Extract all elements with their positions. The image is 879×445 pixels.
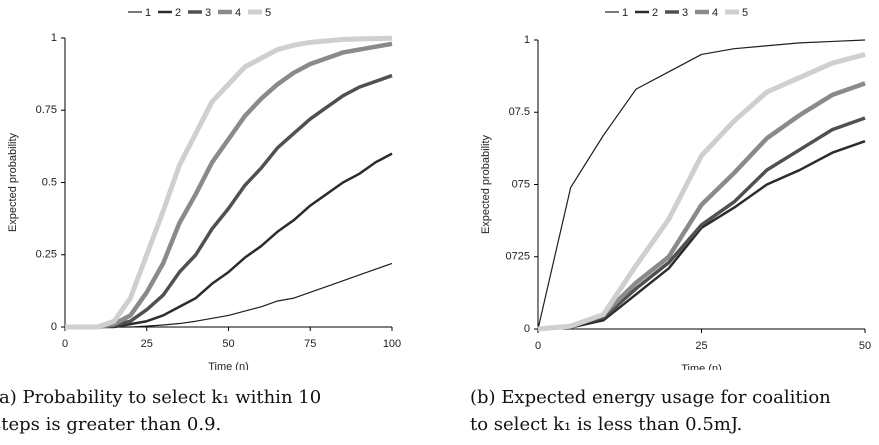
y-axis-label: Expected probability (7, 132, 19, 232)
legend-label: 4 (235, 7, 241, 19)
y-tick-label: 0 (51, 321, 57, 333)
series-line (65, 73, 393, 329)
x-axis-label: Time (n) (681, 363, 722, 370)
y-tick-label: 0.25 (36, 249, 57, 261)
series-line (65, 35, 393, 330)
series-line (537, 116, 866, 331)
y-tick-label: 0 (524, 323, 530, 335)
legend-label: 2 (175, 7, 181, 19)
legend-label: 5 (265, 7, 271, 19)
caption: to select k₁ is less than 0.5mJ. (470, 414, 743, 435)
series-line (65, 41, 393, 330)
y-tick-label: 075 (512, 178, 530, 190)
y-tick-label: 1 (524, 34, 530, 46)
legend-label: 2 (652, 7, 658, 19)
legend-label: 3 (682, 7, 688, 19)
x-tick-label: 0 (535, 340, 541, 352)
caption: (b) Expected energy usage for coalition (470, 387, 831, 408)
legend-label: 1 (622, 7, 628, 19)
series-line (65, 152, 393, 329)
y-tick-label: 0.75 (36, 104, 57, 116)
x-axis-label: Time (n) (208, 361, 249, 370)
series-line (537, 139, 866, 331)
legend-label: 1 (145, 7, 151, 19)
x-tick-label: 25 (695, 340, 707, 352)
legend-label: 5 (742, 7, 748, 19)
x-tick-label: 75 (304, 338, 316, 350)
series-line (537, 81, 866, 332)
x-tick-label: 0 (62, 338, 68, 350)
x-tick-label: 50 (859, 340, 871, 352)
y-tick-label: 1 (51, 32, 57, 44)
x-tick-label: 50 (222, 338, 234, 350)
caption: (a) Probability to select k₁ within 10 (0, 387, 322, 408)
legend-label: 4 (712, 7, 718, 19)
series-line (537, 39, 866, 330)
y-tick-label: 0.5 (42, 176, 57, 188)
legend-label: 3 (205, 7, 211, 19)
x-tick-label: 25 (141, 338, 153, 350)
y-tick-label: 07.5 (509, 106, 530, 118)
series-line (537, 52, 866, 332)
y-axis-label: Expected probability (480, 134, 492, 234)
y-tick-label: 0725 (506, 251, 530, 263)
x-tick-label: 100 (383, 338, 401, 350)
caption: steps is greater than 0.9. (0, 414, 222, 435)
